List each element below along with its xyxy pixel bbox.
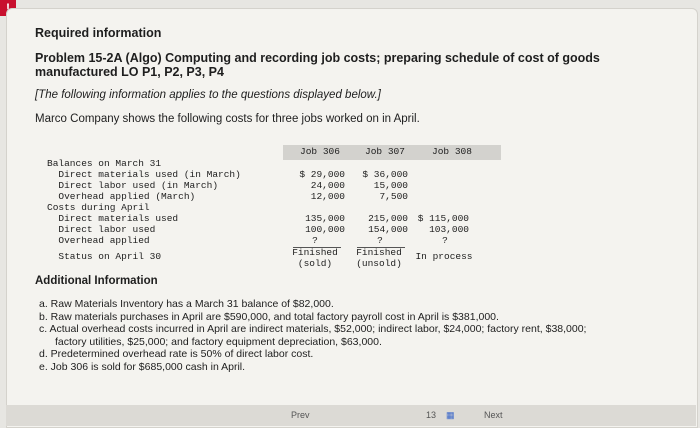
table-cell: ? [377, 235, 383, 246]
list-item: a. Raw Materials Inventory has a March 3… [39, 298, 334, 310]
row-label: Direct labor used [47, 224, 156, 235]
additional-information-list: a. Raw Materials Inventory has a March 3… [39, 298, 679, 374]
row-label: Direct materials used (in March) [47, 169, 241, 180]
row-label: Direct labor used (in March) [47, 180, 219, 191]
status-cell: Finished (unsold) [356, 247, 402, 269]
status-cell: In process [415, 251, 473, 262]
table-cell: 15,000 [373, 180, 408, 191]
col-header-job-307: Job 307 [365, 146, 405, 157]
row-label: Overhead applied (March) [47, 191, 196, 202]
table-cell: $ 115,000 [417, 213, 469, 224]
prev-button[interactable]: Prev [291, 410, 310, 420]
additional-information-heading: Additional Information [35, 275, 158, 287]
row-label: Overhead applied [47, 235, 150, 246]
status-cell: Finished (sold) [292, 247, 338, 269]
list-item: b. Raw materials purchases in April are … [39, 310, 499, 323]
table-cell: 24,000 [310, 180, 345, 191]
table-cell: ? [312, 235, 318, 246]
list-item: d. Predetermined overhead rate is 50% of… [39, 348, 314, 361]
page-number: 13 [426, 410, 437, 420]
table-cell: $ 29,000 [299, 169, 345, 180]
question-panel: Required information Problem 15-2A (Algo… [6, 8, 698, 428]
total-underline [357, 247, 405, 248]
navigation-bar: Prev 13 ▦ Next [6, 405, 696, 426]
table-cell: 7,500 [379, 191, 408, 202]
row-label: Costs during April [47, 202, 150, 213]
table-cell: 215,000 [368, 213, 408, 224]
intro-text: Marco Company shows the following costs … [35, 113, 420, 125]
total-underline [293, 247, 341, 248]
table-header-bar [283, 145, 501, 160]
table-cell: 100,000 [305, 224, 345, 235]
grid-icon[interactable]: ▦ [446, 410, 455, 420]
row-label: Status on April 30 [47, 251, 162, 262]
col-header-job-306: Job 306 [300, 146, 340, 157]
table-cell: ? [442, 235, 448, 246]
row-label: Balances on March 31 [47, 158, 162, 169]
applies-note: [The following information applies to th… [35, 89, 381, 101]
list-item: factory utilities, $25,000; and factory … [55, 335, 382, 348]
table-cell: 154,000 [368, 224, 408, 235]
list-item: c. Actual overhead costs incurred in Apr… [39, 323, 587, 336]
job-cost-table: Job 306 Job 307 Job 308 Balances on Marc… [37, 141, 501, 271]
col-header-job-308: Job 308 [432, 146, 472, 157]
list-item: e. Job 306 is sold for $685,000 cash in … [39, 360, 246, 373]
next-button[interactable]: Next [484, 410, 503, 420]
required-information-heading: Required information [35, 26, 162, 40]
table-cell: 103,000 [429, 224, 469, 235]
problem-title: Problem 15-2A (Algo) Computing and recor… [35, 51, 600, 79]
table-cell: $ 36,000 [362, 169, 408, 180]
table-cell: 135,000 [305, 213, 345, 224]
row-label: Direct materials used [47, 213, 179, 224]
table-cell: 12,000 [310, 191, 345, 202]
